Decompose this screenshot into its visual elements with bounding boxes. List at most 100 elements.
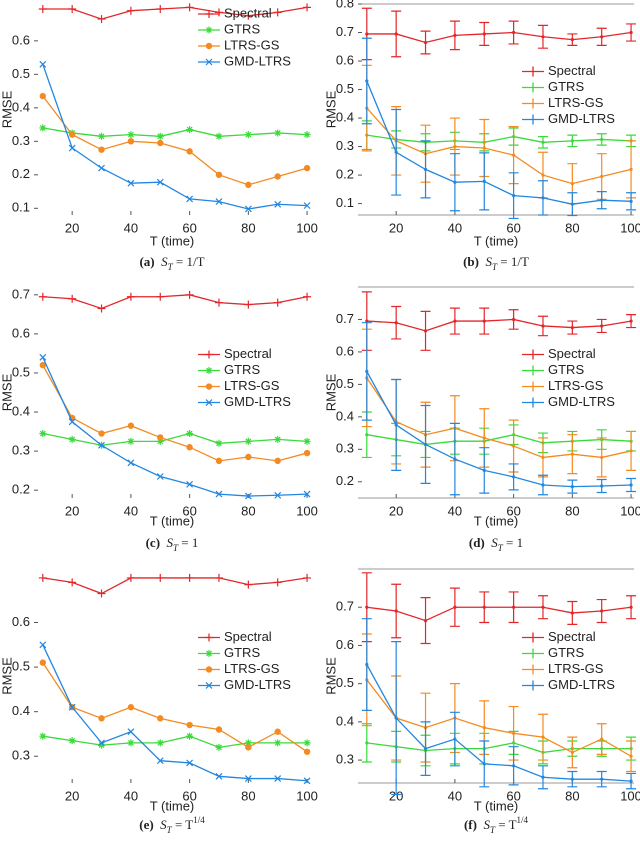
caption: (b) ST = 1/T (463, 254, 529, 272)
y-tick-label: 0.7 (336, 24, 354, 39)
series-line (42, 662, 308, 753)
marker (39, 659, 47, 666)
marker (186, 759, 194, 767)
marker (185, 290, 194, 299)
point (570, 452, 574, 456)
marker (274, 200, 282, 208)
marker (186, 732, 194, 740)
caption-label: (d) (469, 535, 491, 550)
series-line (366, 434, 632, 446)
point (570, 38, 574, 42)
x-tick-label: 40 (124, 788, 138, 803)
marker (205, 666, 213, 673)
x-tick-label: 60 (182, 788, 196, 803)
point (423, 442, 428, 447)
marker (127, 728, 135, 736)
point (541, 775, 545, 779)
x-tick-label: 100 (620, 788, 640, 803)
point (600, 174, 604, 179)
caption: (a) ST = 1/T (139, 254, 204, 272)
marker (244, 11, 253, 20)
series-line (366, 606, 632, 622)
marker (303, 748, 311, 755)
point (629, 483, 633, 487)
series-line (42, 64, 308, 210)
marker (185, 573, 194, 582)
series-line (42, 644, 308, 782)
marker (126, 6, 135, 15)
y-tick-label: 0.4 (336, 109, 354, 124)
marker (156, 178, 164, 186)
marker (244, 131, 252, 139)
point (453, 457, 457, 461)
y-tick-label: 0.4 (12, 703, 30, 718)
point (600, 737, 604, 741)
marker (39, 430, 47, 438)
y-tick-label: 0.2 (12, 482, 30, 497)
point (482, 32, 486, 36)
legend-label: GTRS (224, 21, 260, 36)
marker (127, 179, 135, 187)
point (453, 737, 457, 741)
marker (156, 573, 165, 582)
x-axis-label: T (time) (474, 233, 519, 248)
marker (215, 726, 223, 733)
marker (98, 164, 105, 172)
caption-formula: = 1 (503, 535, 523, 550)
y-tick-label: 0.4 (336, 713, 354, 728)
series-line (42, 735, 308, 749)
point (365, 662, 369, 667)
y-tick-label: 0.3 (336, 441, 354, 456)
marker (156, 132, 164, 140)
marker (127, 437, 135, 445)
marker (39, 353, 47, 361)
point (600, 324, 604, 328)
point (423, 167, 428, 171)
point (629, 605, 633, 609)
series-line (42, 127, 308, 137)
marker (98, 132, 106, 140)
y-tick-label: 0.6 (336, 52, 354, 67)
marker (156, 5, 165, 14)
y-axis-label: RMSE (0, 90, 14, 128)
caption-formula: = 1 (178, 535, 198, 550)
series-line (42, 432, 308, 446)
marker (303, 202, 311, 210)
marker (303, 490, 311, 498)
marker (39, 641, 47, 649)
x-tick-label: 20 (389, 788, 403, 803)
point (570, 485, 574, 489)
x-tick-label: 100 (296, 220, 318, 235)
marker (244, 775, 252, 782)
marker (98, 146, 105, 153)
series-line (366, 664, 632, 782)
series-line (366, 679, 632, 757)
marker (273, 298, 282, 307)
point (482, 762, 486, 766)
x-tick-label: 40 (448, 220, 462, 235)
y-tick-label: 0.1 (12, 200, 30, 215)
caption-formula: S (491, 535, 498, 550)
marker (244, 437, 252, 445)
y-tick-label: 0.4 (12, 99, 30, 114)
series-line (366, 377, 632, 459)
point (600, 609, 604, 613)
marker (98, 741, 106, 749)
y-tick-label: 0.2 (12, 166, 30, 181)
marker (205, 383, 213, 390)
x-tick-label: 100 (296, 788, 318, 803)
legend-label: LTRS-GS (224, 661, 280, 676)
marker (186, 195, 194, 203)
point (570, 182, 574, 186)
legend-label: Spectral (224, 5, 272, 20)
point (512, 764, 516, 768)
marker (68, 737, 76, 745)
marker (205, 26, 213, 34)
marker (205, 367, 213, 375)
marker (68, 294, 77, 303)
legend-label: GTRS (224, 362, 260, 377)
marker (205, 10, 213, 18)
marker (38, 292, 47, 301)
point (365, 79, 369, 83)
legend-label: GMD-LTRS (548, 111, 615, 126)
